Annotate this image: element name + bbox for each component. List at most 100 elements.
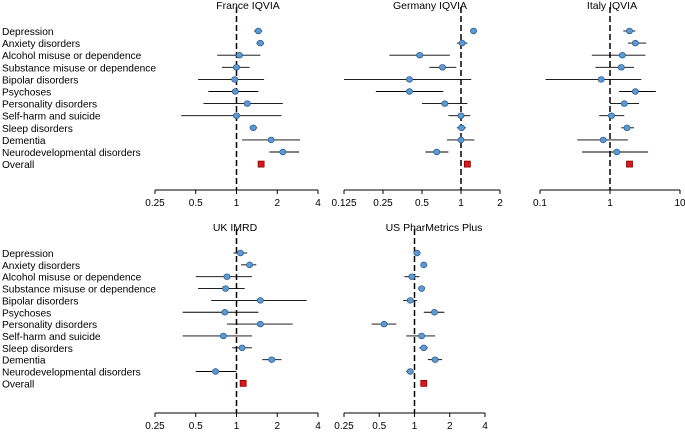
estimate-point xyxy=(246,261,254,269)
estimate-point xyxy=(420,261,428,269)
x-tick-label: 0.25 xyxy=(373,198,393,209)
estimate-point xyxy=(458,124,466,131)
estimate-point xyxy=(618,52,626,59)
x-tick-label: 1 xyxy=(234,421,240,432)
estimate-point xyxy=(243,100,251,107)
estimate-point xyxy=(380,320,388,328)
estimate-point xyxy=(223,273,231,280)
row-label: Dementia xyxy=(2,136,46,147)
estimate-point xyxy=(279,148,287,156)
x-tick-label: 1 xyxy=(607,198,613,209)
row-label: Self-harm and suicide xyxy=(2,332,101,343)
x-tick-label: 1 xyxy=(234,198,240,209)
estimate-point xyxy=(232,112,240,119)
estimate-point xyxy=(235,52,243,59)
estimate-point xyxy=(431,356,439,363)
row-label: Anxiety disorders xyxy=(2,39,80,50)
overall-estimate xyxy=(626,160,633,168)
row-label: Depression xyxy=(2,249,54,260)
estimate-point xyxy=(457,112,465,119)
estimate-point xyxy=(256,320,264,328)
estimate-point xyxy=(433,148,441,156)
row-label: Substance misuse or dependence xyxy=(2,285,156,296)
row-label: Self-harm and suicide xyxy=(2,112,101,123)
row-label: Personality disorders xyxy=(2,100,97,111)
x-tick-label: 0.25 xyxy=(334,421,354,432)
x-tick-label: 0.125 xyxy=(331,198,356,209)
estimate-point xyxy=(631,88,639,95)
estimate-point xyxy=(256,39,264,47)
estimate-point xyxy=(267,136,275,144)
row-label: Sleep disorders xyxy=(2,344,73,355)
estimate-point xyxy=(212,368,220,375)
row-label: Neurodevelopmental disorders xyxy=(2,368,141,379)
estimate-point xyxy=(268,356,276,363)
row-label: Psychoses xyxy=(2,308,51,319)
estimate-point xyxy=(406,368,414,375)
row-label: Sleep disorders xyxy=(2,124,73,135)
estimate-point xyxy=(597,76,605,83)
estimate-point xyxy=(406,297,414,304)
row-label: Alcohol misuse or dependence xyxy=(2,51,142,62)
row-label: Anxiety disorders xyxy=(2,261,80,272)
estimate-point xyxy=(413,249,421,257)
estimate-point xyxy=(221,309,229,316)
panel-title: Germany IQVIA xyxy=(393,0,467,12)
x-tick-label: 0.1 xyxy=(533,198,547,209)
panel-title: Italy IQVIA xyxy=(587,0,637,12)
x-tick-label: 4 xyxy=(482,421,488,432)
x-tick-label: 2 xyxy=(274,198,280,209)
panel-title: France IQVIA xyxy=(216,0,280,12)
estimate-point xyxy=(418,332,426,340)
x-tick-label: 0.5 xyxy=(415,198,429,209)
row-label: Neurodevelopmental disorders xyxy=(2,148,141,159)
estimate-point xyxy=(617,64,625,71)
estimate-point xyxy=(430,309,438,316)
estimate-point xyxy=(222,285,230,292)
estimate-point xyxy=(457,136,465,144)
estimate-point xyxy=(219,332,227,340)
x-tick-label: 2 xyxy=(497,198,503,209)
row-label: Bipolar disorders xyxy=(2,75,78,86)
x-tick-label: 0.25 xyxy=(145,198,165,209)
row-label: Dementia xyxy=(2,356,46,367)
row-label: Alcohol misuse or dependence xyxy=(2,273,142,284)
estimate-point xyxy=(613,148,621,156)
estimate-point xyxy=(458,39,466,47)
row-label: Overall xyxy=(2,160,34,171)
estimate-point xyxy=(408,273,416,280)
estimate-point xyxy=(599,136,607,144)
estimate-point xyxy=(626,27,634,35)
estimate-point xyxy=(441,100,449,107)
row-label: Overall xyxy=(2,379,34,390)
panel-title: US PharMetrics Plus xyxy=(386,222,483,234)
x-tick-label: 0.5 xyxy=(372,421,386,432)
estimate-point xyxy=(231,88,239,95)
panel-title: UK IMRD xyxy=(213,222,258,234)
x-tick-label: 1 xyxy=(458,198,464,209)
overall-estimate xyxy=(463,160,471,168)
estimate-point xyxy=(405,76,413,83)
estimate-point xyxy=(405,88,413,95)
estimate-point xyxy=(418,285,426,292)
x-tick-label: 4 xyxy=(315,421,321,432)
x-tick-label: 0.5 xyxy=(189,198,203,209)
row-label: Psychoses xyxy=(2,88,51,99)
row-label: Depression xyxy=(2,27,54,38)
estimate-point xyxy=(238,344,246,351)
estimate-point xyxy=(620,100,628,107)
estimate-point xyxy=(249,124,257,131)
x-tick-label: 0.5 xyxy=(189,421,203,432)
overall-estimate xyxy=(257,160,265,168)
row-label: Bipolar disorders xyxy=(2,296,78,307)
estimate-point xyxy=(236,249,244,257)
overall-estimate xyxy=(239,379,247,387)
overall-estimate xyxy=(420,379,428,387)
row-label: Personality disorders xyxy=(2,320,97,331)
estimate-point xyxy=(232,64,240,71)
estimate-point xyxy=(631,39,639,47)
x-tick-label: 10 xyxy=(674,198,685,209)
estimate-point xyxy=(256,297,264,304)
x-tick-label: 1 xyxy=(412,421,418,432)
